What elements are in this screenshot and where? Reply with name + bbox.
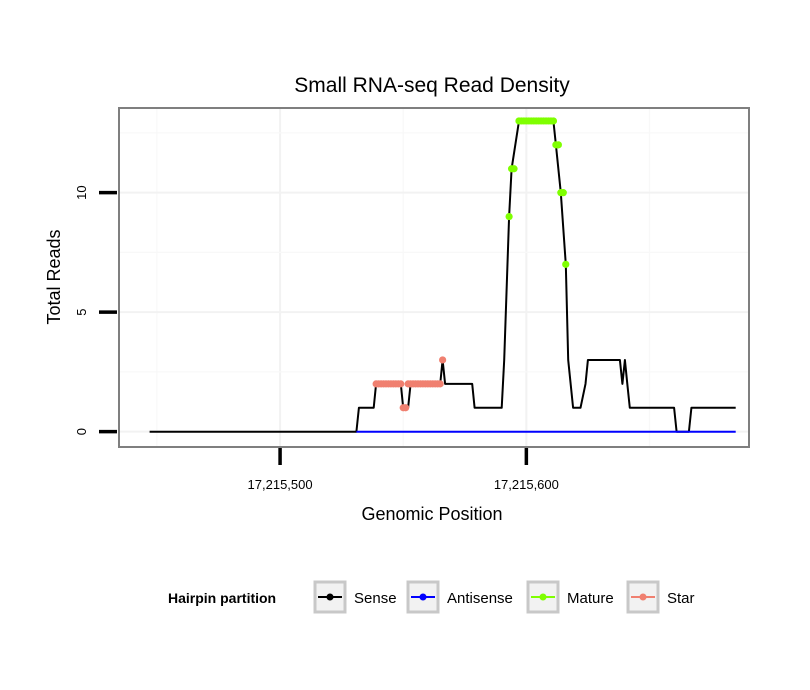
- mature-point: [549, 117, 558, 125]
- legend-label-sense: Sense: [354, 590, 397, 607]
- mature-point: [562, 260, 570, 268]
- series: [149, 117, 736, 433]
- legend-dot-antisense: [419, 593, 427, 601]
- y-axis-label: Total Reads: [44, 229, 64, 324]
- legend-dot-mature: [539, 593, 547, 601]
- plot-panel: [118, 107, 750, 448]
- y-tick-label: 0: [74, 428, 89, 435]
- star-point: [402, 404, 410, 412]
- star-point: [439, 356, 447, 364]
- y-tick-label: 10: [74, 185, 89, 199]
- star-point: [397, 380, 405, 388]
- legend: Hairpin partition Sense Antisense Mature…: [168, 580, 695, 614]
- legend-dot-star: [639, 593, 647, 601]
- legend-dot-sense: [326, 593, 334, 601]
- x-tick-label: 17,215,600: [494, 477, 559, 492]
- chart-title: Small RNA-seq Read Density: [294, 74, 570, 97]
- legend-title: Hairpin partition: [168, 590, 276, 606]
- mature-point: [505, 212, 513, 221]
- x-axis-label: Genomic Position: [361, 504, 502, 524]
- mature-point: [559, 189, 567, 197]
- x-tick-label: 17,215,500: [248, 477, 313, 492]
- legend-label-antisense: Antisense: [447, 590, 513, 607]
- star-point: [436, 380, 444, 388]
- mature-point: [554, 141, 562, 149]
- mature-point: [510, 165, 518, 173]
- y-tick-label: 5: [74, 309, 89, 316]
- legend-label-mature: Mature: [567, 590, 614, 607]
- legend-label-star: Star: [667, 590, 695, 607]
- axes: 17,215,500 17,215,600 0 5 10: [74, 185, 559, 492]
